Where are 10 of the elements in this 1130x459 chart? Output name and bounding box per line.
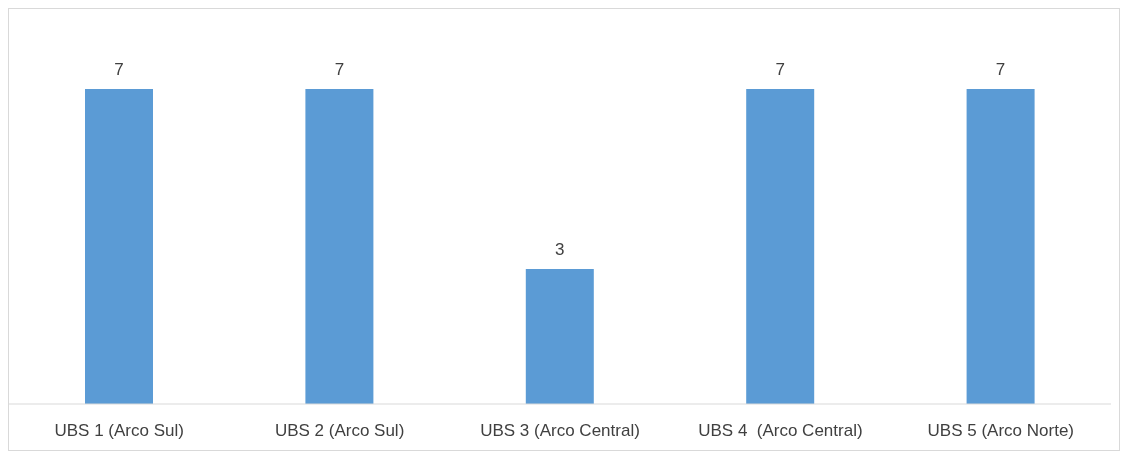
x-tick-label: UBS 4 (Arco Central) (698, 421, 863, 440)
x-tick-label: UBS 1 (Arco Sul) (54, 421, 184, 440)
data-label: 3 (555, 240, 565, 259)
x-tick-label: UBS 5 (Arco Norte) (927, 421, 1075, 440)
data-label: 7 (775, 60, 785, 79)
data-label: 7 (114, 60, 124, 79)
data-label: 7 (995, 60, 1006, 79)
data-label: 7 (334, 60, 345, 79)
x-tick-label: UBS 3 (Arco Central) (480, 421, 640, 440)
x-tick-label: UBS 2 (Arco Sul) (274, 421, 405, 440)
